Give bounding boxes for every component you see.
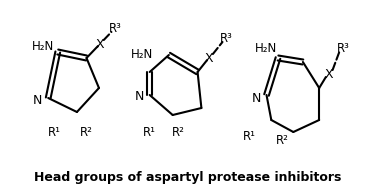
Text: Head groups of aspartyl protease inhibitors: Head groups of aspartyl protease inhibit… (34, 171, 342, 184)
Text: R²: R² (172, 126, 185, 139)
Text: R³: R³ (337, 42, 350, 54)
Text: X: X (324, 68, 333, 81)
Text: H₂N: H₂N (255, 42, 277, 54)
Text: X: X (205, 51, 213, 64)
Text: R³: R³ (220, 32, 233, 44)
Text: R²: R² (80, 125, 93, 139)
Text: R¹: R¹ (143, 126, 156, 139)
Text: R¹: R¹ (47, 125, 61, 139)
Text: N: N (135, 91, 144, 104)
Text: N: N (33, 94, 42, 106)
Text: H₂N: H₂N (130, 49, 153, 61)
Text: H₂N: H₂N (32, 40, 54, 53)
Text: N: N (252, 92, 261, 105)
Text: R¹: R¹ (243, 129, 256, 143)
Text: X: X (96, 37, 104, 50)
Text: R²: R² (275, 133, 288, 146)
Text: R³: R³ (109, 22, 122, 35)
